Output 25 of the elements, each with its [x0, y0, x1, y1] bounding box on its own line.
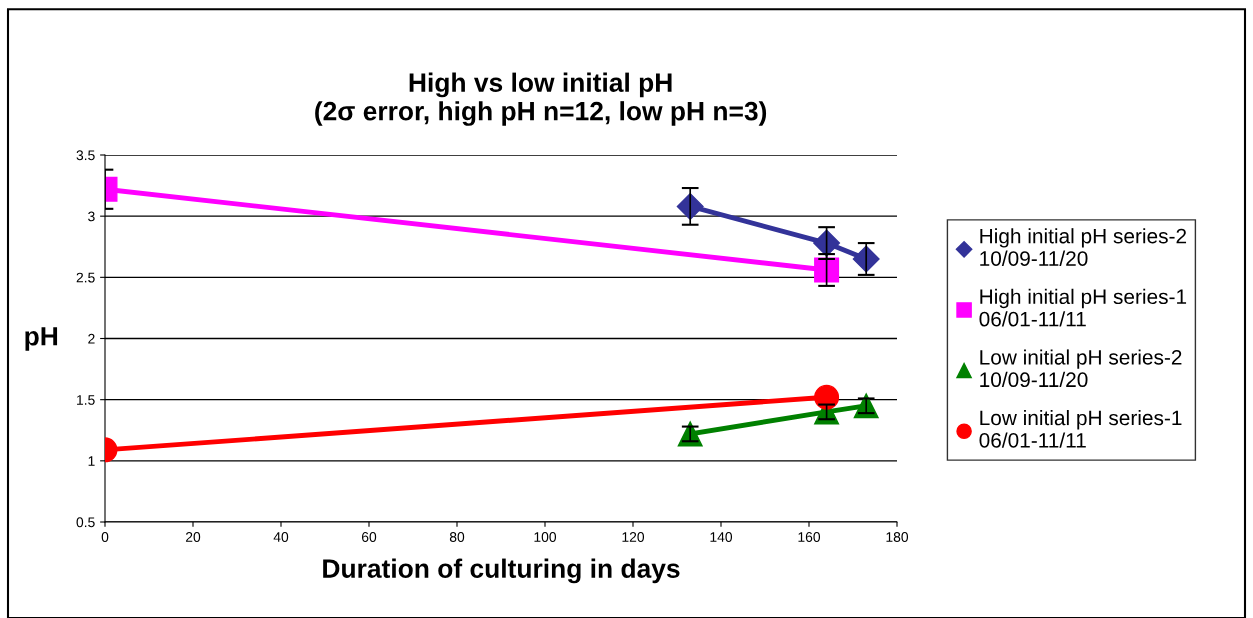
x-tick-label: 140	[710, 532, 733, 542]
x-tick-label: 180	[886, 532, 909, 542]
x-tick-label: 40	[273, 532, 289, 542]
y-tick-label: 2	[88, 333, 95, 344]
legend-label: High initial pH series-1 06/01-11/11	[979, 288, 1187, 327]
y-tick-label: 3.5	[76, 150, 95, 161]
x-axis-title: Duration of culturing in days	[323, 558, 680, 584]
point	[813, 229, 841, 257]
legend-label: High initial pH series-2 10/09-11/20	[980, 228, 1187, 266]
legend-label: Low initial pH series-2 10/09-11/20	[980, 349, 1182, 388]
y-tick-label: 2.5	[76, 272, 95, 283]
y-tick-label: 1	[88, 456, 95, 466]
y-tick-label: 0.5	[76, 517, 95, 528]
x-tick-label: 120	[622, 532, 645, 542]
y-tick-label: 3	[88, 211, 95, 222]
y-axis-title: pH	[25, 327, 58, 351]
x-tick-label: 0	[101, 532, 109, 542]
x-tick-label: 100	[534, 532, 557, 542]
x-tick-label: 20	[185, 532, 201, 542]
x-tick-label: 160	[798, 532, 821, 542]
x-tick-label: 60	[361, 532, 377, 542]
chart-title: High vs low initial pH (2σ error, high pH n=12, low pH n=3)	[315, 72, 767, 126]
y-tick-label: 1.5	[77, 395, 95, 405]
legend-label: Low initial pH series-1 06/01-11/11	[979, 409, 1182, 448]
x-tick-label: 80	[449, 532, 465, 542]
